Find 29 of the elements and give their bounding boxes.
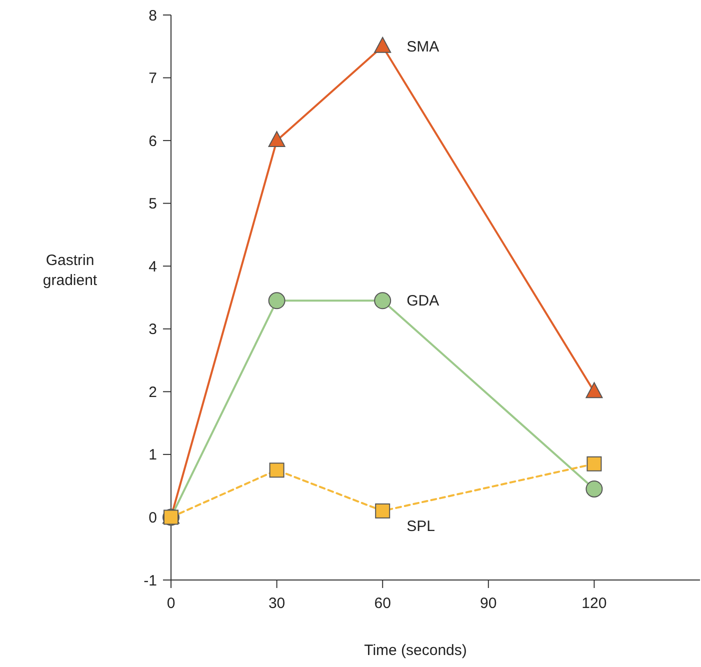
- point: [268, 131, 286, 148]
- series-label: SPL: [406, 518, 435, 535]
- point: [586, 456, 602, 472]
- y-tick-label: 7: [148, 70, 157, 88]
- y-tick-label: -1: [144, 572, 157, 590]
- series-label: GDA: [406, 292, 440, 310]
- point: [374, 292, 392, 310]
- point: [268, 292, 286, 310]
- x-axis-title: Time (seconds): [364, 642, 467, 659]
- y-tick-label: 5: [148, 196, 157, 213]
- y-tick-label: 6: [148, 132, 157, 150]
- point: [375, 503, 390, 518]
- point: [586, 480, 603, 498]
- y-tick-label: 3: [148, 321, 157, 338]
- y-tick-label: 8: [148, 7, 157, 24]
- y-tick-label: 2: [148, 384, 157, 401]
- point: [269, 462, 284, 478]
- series-label: SMA: [406, 38, 440, 56]
- y-tick-label: 4: [148, 258, 157, 276]
- point: [374, 36, 392, 53]
- x-tick-label: 60: [374, 595, 391, 612]
- x-tick-label: 90: [480, 595, 497, 612]
- y-axis-title: Gastrin gradient: [42, 252, 98, 289]
- y-tick-label: 1: [148, 446, 157, 464]
- x-tick-label: 120: [582, 595, 607, 612]
- x-tick-label: 30: [268, 595, 286, 612]
- x-tick-label: 0: [166, 595, 176, 612]
- point: [586, 382, 603, 398]
- y-tick-label: 0: [148, 509, 157, 526]
